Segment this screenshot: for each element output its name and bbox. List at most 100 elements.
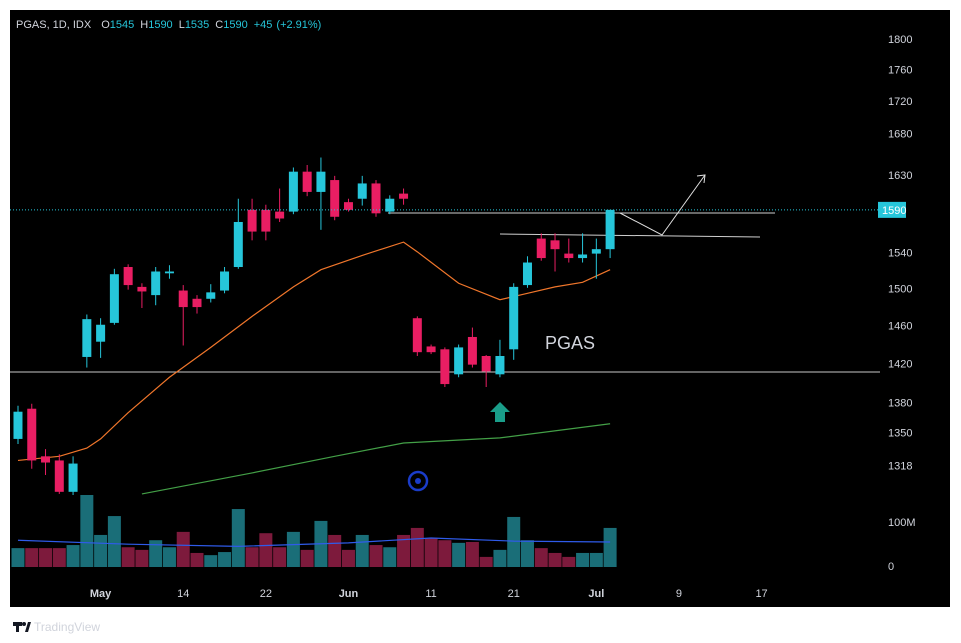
candle-body: [330, 180, 340, 217]
y-tick-label: 1800: [888, 34, 912, 46]
candle-body: [509, 286, 519, 350]
candle-body: [68, 463, 78, 492]
x-tick-label: 21: [508, 588, 520, 600]
volume-bar: [493, 549, 507, 567]
candle-body: [591, 249, 601, 254]
candle-body: [578, 254, 588, 259]
candle-body: [426, 346, 436, 353]
y-tick-label: 1318: [888, 461, 912, 473]
candle-body: [467, 336, 477, 365]
ohlc-label: L: [179, 19, 185, 31]
x-tick-label: Jul: [588, 588, 604, 600]
volume-bar: [135, 549, 149, 567]
volume-bar: [424, 538, 438, 567]
volume-bar: [562, 556, 576, 567]
candle-body: [385, 198, 395, 212]
logo-part: [16, 622, 19, 632]
buy-arrow: [490, 402, 510, 422]
volume-ma-line: [17, 537, 611, 547]
candle-body: [440, 349, 450, 385]
x-tick-label: 22: [260, 588, 272, 600]
candle-body: [233, 221, 243, 268]
volume-bar: [548, 552, 562, 567]
annotation: PGAS: [545, 333, 595, 353]
projection-arrow: [619, 174, 706, 236]
y-tick-label: 1540: [888, 248, 912, 260]
candle-body: [550, 240, 560, 250]
candle-body: [261, 209, 271, 232]
volume-bar: [11, 548, 25, 567]
candle-body: [192, 298, 202, 308]
volume-bar: [479, 556, 493, 567]
volume-bar: [162, 547, 176, 567]
x-tick-label: 14: [177, 588, 189, 600]
volume-bar: [452, 542, 466, 567]
volume-bar: [25, 548, 39, 567]
volume-bar: [465, 541, 479, 567]
change-pct: (+2.91%): [276, 19, 321, 31]
x-tick-label: Jun: [339, 588, 359, 600]
volume-bar: [176, 531, 190, 567]
y-tick-label: 1500: [888, 284, 912, 296]
candle-body: [109, 274, 119, 323]
brand: TradingView: [34, 620, 100, 634]
candle-body: [454, 347, 464, 375]
volume-bar: [341, 549, 355, 567]
volume-bar: [231, 509, 245, 567]
y-tick-label: 1680: [888, 128, 912, 140]
candle-body: [41, 456, 51, 463]
volume-bar: [286, 531, 300, 567]
moving-average-line: [17, 241, 611, 462]
candle-body: [82, 319, 92, 357]
event-marker: [407, 470, 429, 492]
volume-tick-label: 100M: [888, 517, 916, 529]
volume-bar: [245, 547, 259, 567]
volume-bar: [534, 548, 548, 567]
y-tick-label: 1760: [888, 65, 912, 77]
ohlc-value: 1545: [110, 19, 134, 31]
chart-background: [10, 10, 950, 607]
candle-body: [357, 183, 367, 199]
last-price-box: [878, 201, 906, 218]
candle-body: [96, 324, 106, 342]
candle-body: [247, 209, 257, 232]
candle-body: [302, 171, 312, 192]
candle-body: [178, 290, 188, 308]
ohlc-label: C: [215, 19, 223, 31]
header: PGAS, 1D, IDX O1545 H1590 L1535 C1590 +45 (+2.…: [16, 19, 321, 31]
logo-part: [25, 622, 31, 632]
volume-bar: [39, 548, 53, 567]
volume-bar: [218, 552, 232, 567]
candle-body: [399, 193, 409, 199]
volume-bar: [149, 540, 163, 567]
volume-bar: [66, 545, 80, 567]
volume-bar: [589, 552, 603, 567]
volume-bar: [300, 549, 314, 567]
y-tick-label: 1460: [888, 321, 912, 333]
x-tick-label: May: [90, 588, 112, 600]
ohlc-value: 1590: [148, 19, 172, 31]
candle-body: [536, 238, 546, 259]
volume-bar: [107, 516, 121, 567]
volume-bar: [369, 545, 383, 567]
volume-bar: [355, 534, 369, 567]
volume-bar: [328, 534, 342, 567]
event-marker-dot: [415, 478, 421, 484]
volume-bar: [410, 527, 424, 567]
candle-body: [316, 171, 326, 192]
volume-bar: [52, 548, 66, 567]
candle-body: [27, 408, 37, 461]
ohlc-label: O: [101, 19, 110, 31]
volume-bar: [383, 547, 397, 567]
volume-bar: [507, 516, 521, 567]
volume-bar: [259, 533, 273, 567]
candle-body: [481, 355, 491, 372]
candle-body: [54, 460, 64, 492]
y-tick-label: 1350: [888, 428, 912, 440]
volume-bar: [520, 540, 534, 567]
volume-bar: [273, 547, 287, 567]
y-tick-label: 1380: [888, 398, 912, 410]
candle-body: [123, 267, 133, 286]
x-tick-label: 9: [676, 588, 682, 600]
